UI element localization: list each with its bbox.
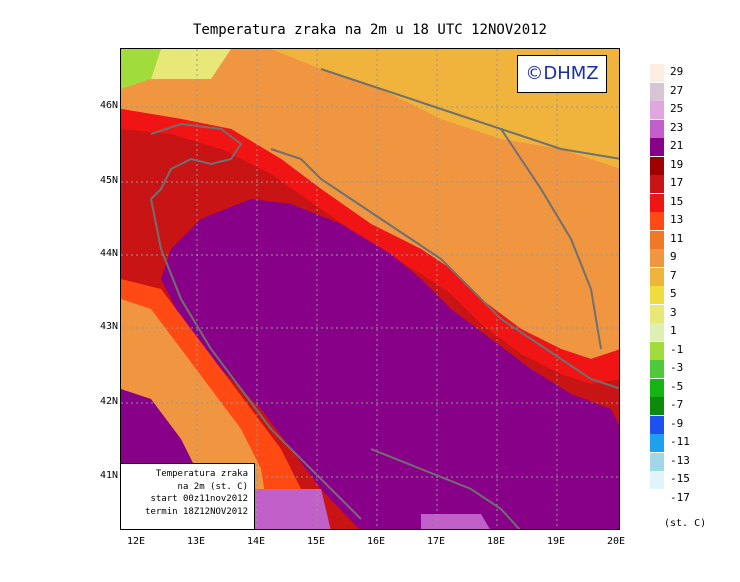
- legend-label-25: 25: [670, 102, 684, 115]
- info-line-termin: termin 18Z12NOV2012: [145, 506, 248, 517]
- legend-swatch-7: [650, 267, 664, 286]
- lon-label-19e: 19E: [546, 536, 566, 547]
- legend-swatch-minus11: [650, 434, 664, 452]
- legend-swatch-minus5: [650, 378, 664, 397]
- field-23: [251, 489, 331, 529]
- legend-label-21: 21: [670, 139, 684, 152]
- map-grid: [121, 49, 619, 529]
- adriatic-field-21: [161, 199, 619, 529]
- lon-label-16e: 16E: [366, 536, 386, 547]
- map-title: Temperatura zraka na 2m u 18 UTC 12NOV20…: [192, 22, 547, 38]
- forecast-info-box: Temperatura zraka na 2m (st. C) start 00…: [121, 463, 255, 529]
- legend-label-minus9: -9: [670, 416, 684, 430]
- lat-label-43n: 43N: [99, 321, 118, 332]
- legend-label-27: 27: [670, 83, 684, 97]
- lon-label-18e: 18E: [486, 536, 506, 547]
- legend-label-minus15: -15: [670, 472, 690, 485]
- alps-field-3: [151, 49, 231, 79]
- lat-label-42n: 42N: [99, 396, 118, 407]
- info-line-unit: na 2m (st. C): [177, 481, 248, 492]
- legend-swatch-25: [650, 101, 664, 119]
- legend-swatch-minus7: [650, 397, 664, 415]
- legend-label-17: 17: [670, 176, 684, 189]
- legend-swatch-minus9: [650, 415, 664, 434]
- legend-label-minus5: -5: [670, 379, 684, 393]
- lon-label-17e: 17E: [426, 536, 446, 547]
- legend-label-minus13: -13: [670, 453, 690, 467]
- legend-label-minus7: -7: [670, 398, 684, 411]
- legend-swatch-17: [650, 175, 664, 193]
- legend-swatch-5: [650, 286, 664, 304]
- legend-label-15: 15: [670, 194, 684, 208]
- legend-unit-label: (st. C): [664, 518, 707, 529]
- lon-label-12e: 12E: [126, 536, 146, 547]
- legend-swatch-minus15: [650, 471, 664, 489]
- legend-swatch-29: [650, 64, 664, 82]
- legend-label-11: 11: [670, 231, 684, 245]
- legend-label-19: 19: [670, 157, 684, 171]
- legend-label-minus1: -1: [670, 342, 684, 356]
- legend-label-23: 23: [670, 120, 684, 134]
- legend-label-29: 29: [670, 65, 684, 78]
- lon-label-14e: 14E: [246, 536, 266, 547]
- map-canvas: [121, 49, 619, 529]
- legend-label-minus11: -11: [670, 435, 690, 448]
- legend-swatch-11: [650, 230, 664, 249]
- coastlines: [150, 68, 619, 529]
- legend-label-minus17: -17: [670, 490, 690, 504]
- legend-label-9: 9: [670, 250, 677, 263]
- legend-swatch-minus1: [650, 341, 664, 360]
- legend-swatch-9: [650, 249, 664, 267]
- lon-label-15e: 15E: [306, 536, 326, 547]
- legend-swatch-13: [650, 212, 664, 230]
- legend-swatch-minus3: [650, 360, 664, 378]
- dhmz-logo: ©DHMZ: [517, 55, 607, 93]
- legend-label-7: 7: [670, 268, 677, 282]
- lat-label-45n: 45N: [99, 175, 118, 186]
- lon-label-13e: 13E: [186, 536, 206, 547]
- field-23b: [421, 514, 490, 529]
- temperature-map: ©DHMZ Temperatura zraka na 2m (st. C) st…: [120, 48, 620, 530]
- legend-swatch-minus17: [650, 489, 664, 508]
- legend-swatch-21: [650, 138, 664, 156]
- legend-swatch-minus13: [650, 452, 664, 471]
- lat-label-46n: 46N: [99, 100, 118, 111]
- legend-swatch-15: [650, 193, 664, 212]
- lat-label-41n: 41N: [99, 470, 118, 481]
- legend-label-3: 3: [670, 305, 677, 319]
- legend-swatch-3: [650, 304, 664, 323]
- legend-swatch-19: [650, 156, 664, 175]
- info-line-variable: Temperatura zraka: [155, 469, 248, 479]
- legend-swatch-27: [650, 82, 664, 101]
- info-line-start: start 00z11nov2012: [150, 494, 248, 504]
- lon-label-20e: 20E: [606, 536, 626, 547]
- legend-label-13: 13: [670, 213, 684, 226]
- legend-label-1: 1: [670, 324, 677, 337]
- legend-label-minus3: -3: [670, 361, 684, 374]
- legend-label-5: 5: [670, 287, 677, 300]
- lat-label-44n: 44N: [99, 248, 118, 259]
- legend-swatch-1: [650, 323, 664, 341]
- legend-swatch-23: [650, 119, 664, 138]
